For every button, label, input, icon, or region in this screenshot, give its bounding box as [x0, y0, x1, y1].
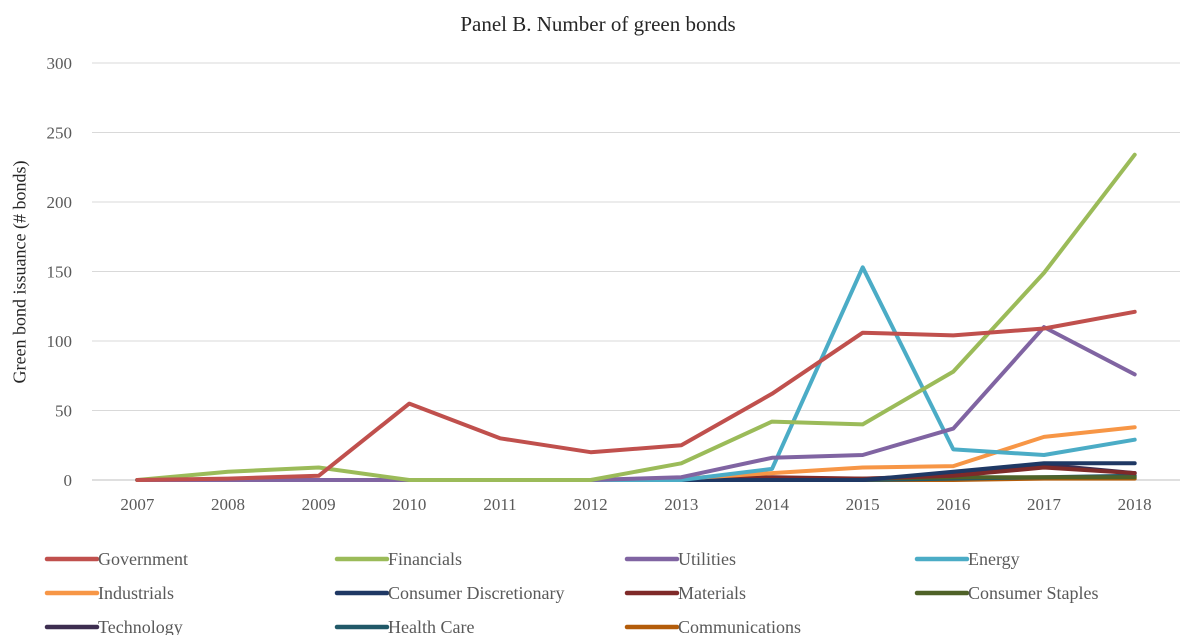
y-tick-label: 50: [55, 402, 72, 421]
x-tick-label: 2008: [211, 495, 245, 514]
legend-label: Industrials: [98, 583, 174, 603]
x-tick-label: 2017: [1027, 495, 1062, 514]
legend-label: Communications: [678, 617, 801, 635]
legend-label: Consumer Staples: [968, 583, 1099, 603]
legend-label: Materials: [678, 583, 746, 603]
x-tick-label: 2011: [483, 495, 516, 514]
legend-label: Financials: [388, 549, 462, 569]
legend-label: Energy: [968, 549, 1020, 569]
series-line-utilities: [135, 325, 1137, 482]
legend-label: Technology: [98, 617, 183, 635]
y-tick-label: 300: [47, 54, 73, 73]
legend-label: Health Care: [388, 617, 474, 635]
series-line-financials: [135, 152, 1137, 482]
x-tick-label: 2013: [664, 495, 698, 514]
y-tick-label: 150: [47, 263, 73, 282]
x-tick-label: 2009: [302, 495, 336, 514]
legend-label: Government: [98, 549, 188, 569]
x-tick-label: 2016: [936, 495, 970, 514]
y-tick-label: 100: [47, 332, 73, 351]
legend-label: Utilities: [678, 549, 736, 569]
chart-title: Panel B. Number of green bonds: [460, 12, 736, 36]
x-tick-label: 2014: [755, 495, 790, 514]
x-tick-label: 2010: [392, 495, 426, 514]
series-line-government: [135, 309, 1137, 482]
y-tick-label: 250: [47, 124, 73, 143]
x-tick-label: 2018: [1118, 495, 1152, 514]
x-tick-label: 2015: [846, 495, 880, 514]
legend-label: Consumer Discretionary: [388, 583, 564, 603]
x-tick-label: 2007: [120, 495, 155, 514]
y-tick-label: 0: [64, 471, 73, 490]
x-tick-label: 2012: [574, 495, 608, 514]
y-tick-label: 200: [47, 193, 73, 212]
